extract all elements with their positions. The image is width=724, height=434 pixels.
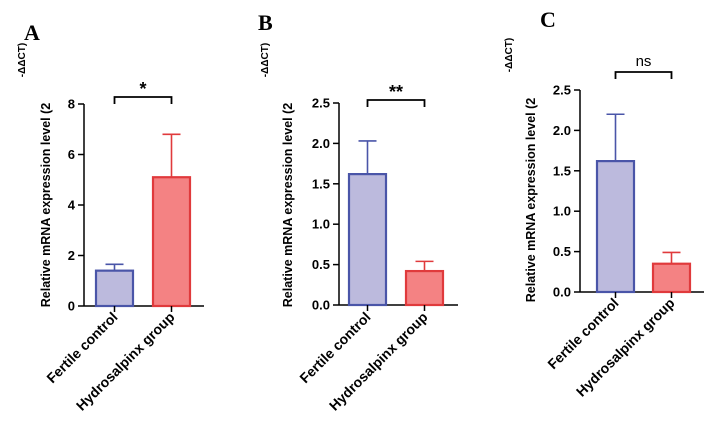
y-axis-label: Relative mRNA expression level (2 (39, 103, 53, 308)
category-label: Hydrosalpinx group (573, 295, 678, 400)
y-tick-label: 0.0 (312, 298, 330, 313)
y-tick-label: 0 (68, 299, 75, 314)
y-tick-label: 2.5 (312, 96, 330, 111)
bar-fertile-control (595, 160, 636, 294)
panel-a: A 0 2 4 6 8 Relative mRNA expression level (2 -… (17, 20, 204, 414)
y-tick-label: 1.0 (553, 204, 571, 219)
bar-hydrosalpinx-group (404, 269, 445, 307)
y-axis-label-superscript: -ΔΔCT) (17, 43, 28, 77)
significance-label: ** (389, 82, 403, 102)
y-tick-label: 1.5 (312, 176, 330, 191)
y-tick-label: 0.5 (312, 257, 330, 272)
bar-fertile-control (94, 269, 135, 308)
panel-b: B 0.0 0.5 1.0 1.5 2.0 2.5 Relative mRNA express… (258, 10, 458, 414)
panel-letter: B (258, 10, 273, 35)
bar-hydrosalpinx-group (651, 262, 692, 294)
y-tick-label: 2.5 (553, 83, 571, 98)
significance-label: ns (636, 53, 652, 70)
y-tick-label: 1.0 (312, 217, 330, 232)
category-label: Hydrosalpinx group (326, 309, 431, 414)
y-tick-label: 2 (68, 248, 75, 263)
y-axis-label: Relative mRNA expression level (2 (524, 98, 538, 303)
y-tick-label: 4 (68, 198, 76, 213)
y-tick-label: 6 (68, 147, 75, 162)
significance-bracket (614, 71, 673, 79)
y-tick-label: 0.0 (553, 285, 571, 300)
y-tick-label: 8 (68, 97, 75, 112)
y-tick-label: 0.5 (553, 244, 571, 259)
panel-letter: C (540, 7, 556, 32)
bar-hydrosalpinx-group (151, 176, 192, 308)
bar-fertile-control (347, 173, 388, 307)
significance-label: * (139, 79, 146, 99)
significance-bracket (366, 99, 426, 107)
y-tick-label: 2.0 (553, 123, 571, 138)
y-tick-label: 1.5 (553, 163, 571, 178)
panel-letter: A (24, 20, 40, 45)
significance-bracket (113, 96, 173, 104)
panel-c: C 0.0 0.5 1.0 1.5 2.0 2.5 Relative mRNA express… (504, 7, 704, 400)
y-axis-label-superscript: -ΔΔCT) (504, 38, 515, 72)
y-tick-label: 2.0 (312, 136, 330, 151)
y-axis-label: Relative mRNA expression level (2 (281, 103, 295, 308)
category-label: Hydrosalpinx group (73, 309, 178, 414)
y-axis-label-superscript: -ΔΔCT) (260, 43, 271, 77)
